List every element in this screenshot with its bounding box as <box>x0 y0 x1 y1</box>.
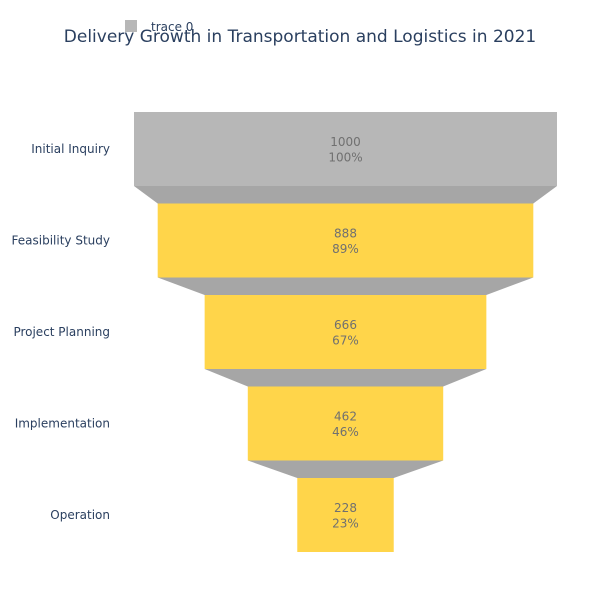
percent-label: 67% <box>332 334 359 348</box>
funnel-bar[interactable] <box>204 295 487 369</box>
percent-label: 100% <box>328 151 362 165</box>
category-label: Initial Inquiry <box>31 142 110 156</box>
value-label: 666 <box>334 318 357 332</box>
category-label: Feasibility Study <box>12 234 110 248</box>
funnel-connector <box>157 277 534 295</box>
funnel-connectors <box>134 186 557 478</box>
percent-label: 46% <box>332 425 359 439</box>
funnel-bar[interactable] <box>134 112 557 186</box>
category-labels: Initial Inquiry Feasibility Study Project … <box>12 142 110 522</box>
funnel-connector <box>247 460 444 478</box>
funnel-connector <box>134 186 557 204</box>
value-label: 888 <box>334 227 357 241</box>
percent-label: 23% <box>332 517 359 531</box>
category-label: Operation <box>50 508 110 522</box>
category-label: Project Planning <box>13 325 110 339</box>
percent-label: 89% <box>332 242 359 256</box>
category-label: Implementation <box>15 417 110 431</box>
value-label: 228 <box>334 501 357 515</box>
funnel-bar[interactable] <box>297 478 394 552</box>
value-label: 462 <box>334 410 357 424</box>
chart-title: Delivery Growth in Transportation and Lo… <box>64 27 536 47</box>
funnel-connector <box>204 369 487 387</box>
legend[interactable]: trace 0 <box>125 20 193 34</box>
legend-label: trace 0 <box>151 20 193 34</box>
funnel-bar[interactable] <box>157 203 534 278</box>
funnel-bars <box>134 112 557 552</box>
funnel-bar[interactable] <box>247 386 444 461</box>
legend-swatch <box>125 20 137 32</box>
value-label: 1000 <box>330 135 361 149</box>
